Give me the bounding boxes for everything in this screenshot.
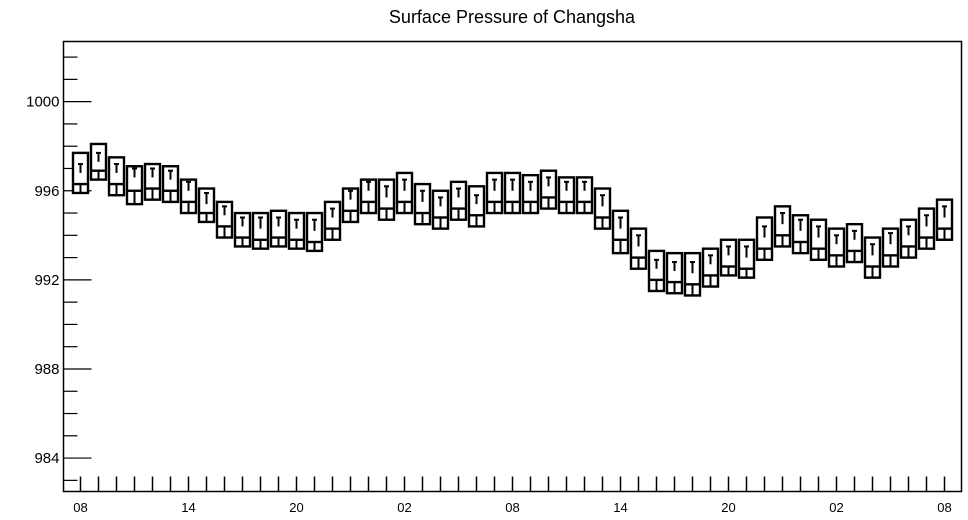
box: [719, 238, 738, 277]
box: [917, 207, 936, 250]
box: [611, 209, 630, 255]
plot-frame: [62, 40, 963, 493]
box: [809, 218, 828, 262]
box: [125, 165, 144, 206]
box: [683, 251, 702, 297]
y-tick-label: 992: [34, 272, 59, 289]
box: [89, 142, 108, 181]
box-range: [215, 200, 234, 239]
box: [377, 178, 396, 221]
box: [791, 214, 810, 255]
chart-title: Surface Pressure of Changsha: [389, 7, 636, 27]
box: [449, 180, 468, 221]
x-tick-label: 08: [73, 500, 87, 515]
box: [305, 211, 324, 253]
box: [485, 171, 504, 215]
box: [539, 169, 558, 210]
box: [827, 227, 846, 268]
box: [71, 151, 90, 195]
box: [215, 200, 234, 239]
box: [575, 176, 594, 215]
x-tick-label: 02: [829, 500, 843, 515]
x-tick-label: 02: [397, 500, 411, 515]
box: [431, 189, 450, 230]
x-tick-label: 14: [613, 500, 627, 515]
x-tick-label: 20: [289, 500, 303, 515]
box: [233, 211, 252, 248]
x-tick-label: 08: [505, 500, 519, 515]
box: [665, 251, 684, 295]
box: [143, 162, 162, 201]
box: [287, 211, 306, 250]
box: [161, 165, 180, 204]
box: [323, 200, 342, 241]
box: [341, 187, 360, 224]
box: [755, 216, 774, 262]
box: [413, 182, 432, 226]
box: [197, 187, 216, 224]
box: [395, 171, 414, 215]
y-tick-label: 984: [34, 450, 59, 467]
x-tick-label: 14: [181, 500, 195, 515]
box: [935, 198, 954, 241]
box-series: [71, 142, 954, 297]
y-axis: 984 988 992 996 1000: [26, 56, 92, 481]
box: [467, 185, 486, 228]
y-tick-label: 1000: [26, 94, 59, 111]
box: [845, 222, 864, 264]
box: [269, 209, 288, 248]
box: [521, 173, 540, 215]
box: [737, 238, 756, 279]
box: [881, 227, 900, 268]
box: [251, 211, 270, 250]
x-tick-label: 08: [937, 500, 951, 515]
box: [503, 171, 522, 215]
y-tick-label: 996: [34, 183, 59, 200]
x-tick-label: 20: [721, 500, 735, 515]
box: [863, 236, 882, 279]
box-range: [341, 187, 360, 224]
box: [359, 178, 378, 215]
y-tick-label: 988: [34, 361, 59, 378]
box: [179, 178, 198, 215]
box: [773, 205, 792, 248]
box: [899, 218, 918, 259]
box: [557, 176, 576, 215]
box: [701, 247, 720, 288]
box-range: [431, 189, 450, 230]
box: [593, 187, 612, 230]
box: [629, 227, 648, 270]
x-axis: 08 14 20 02 08 14 20 02 08: [73, 476, 952, 515]
box: [107, 156, 126, 197]
box: [647, 249, 666, 293]
